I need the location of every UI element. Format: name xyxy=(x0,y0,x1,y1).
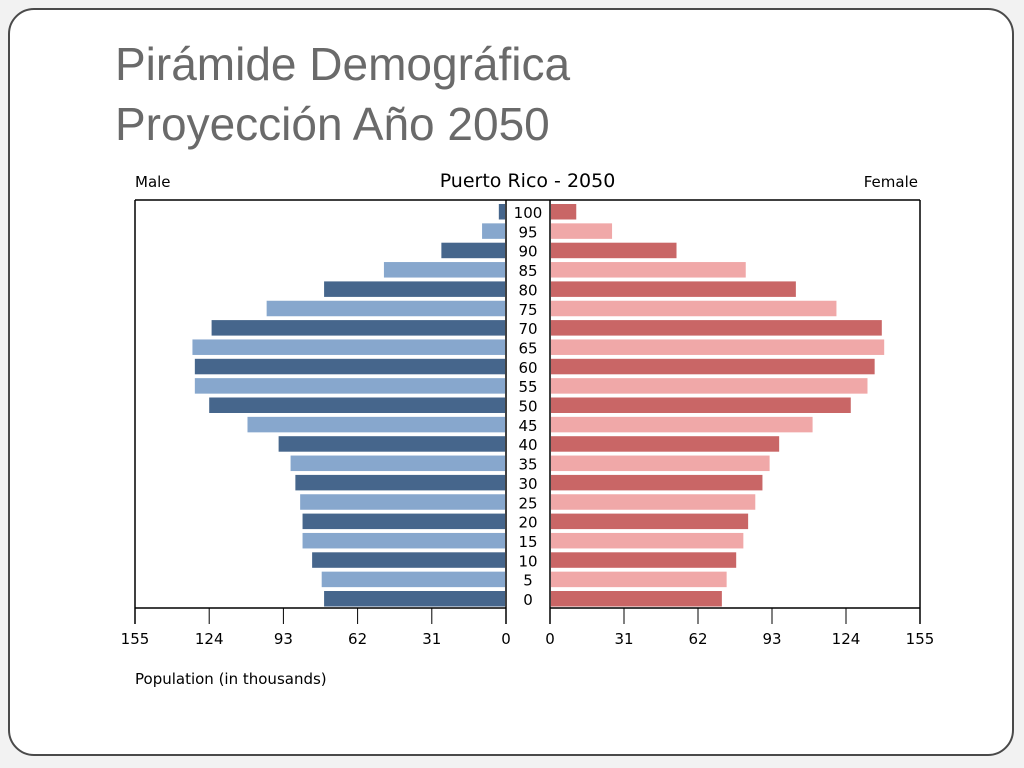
age-label-40: 40 xyxy=(518,436,537,454)
female-tick-label-31: 31 xyxy=(614,630,633,648)
male-bar-age-10 xyxy=(312,552,505,568)
age-label-30: 30 xyxy=(518,475,537,493)
female-bar-age-100 xyxy=(551,204,577,220)
age-label-20: 20 xyxy=(518,514,537,532)
female-bar-age-85 xyxy=(551,262,746,278)
female-bar-age-90 xyxy=(551,242,677,259)
male-bar-age-40 xyxy=(278,436,505,452)
male-bar-age-0 xyxy=(324,591,505,607)
slide-title-line-2: Proyección Año 2050 xyxy=(115,98,550,150)
female-bar-age-35 xyxy=(551,455,770,472)
age-label-100: 100 xyxy=(514,204,543,222)
female-bar-age-5 xyxy=(551,571,727,588)
age-label-50: 50 xyxy=(518,398,537,416)
female-tick-label-0: 0 xyxy=(545,630,555,648)
x-axis-label: Population (in thousands) xyxy=(135,670,327,688)
age-label-15: 15 xyxy=(518,533,537,551)
female-bar-age-60 xyxy=(551,358,875,375)
female-bar-age-15 xyxy=(551,532,744,549)
male-bar-age-80 xyxy=(324,281,505,297)
male-bar-age-95 xyxy=(482,223,505,239)
age-label-90: 90 xyxy=(518,243,537,261)
female-bar-age-0 xyxy=(551,591,722,607)
female-bar-age-25 xyxy=(551,494,756,510)
population-pyramid-chart: 0510152025303540455055606570758085909510… xyxy=(121,170,935,688)
male-bar-age-5 xyxy=(321,571,505,588)
male-bar-age-50 xyxy=(209,397,505,413)
age-label-65: 65 xyxy=(518,339,537,357)
female-bar-age-40 xyxy=(551,436,780,452)
female-tick-label-124: 124 xyxy=(832,630,861,648)
male-bar-age-90 xyxy=(441,242,505,259)
age-label-60: 60 xyxy=(518,359,537,377)
male-bar-age-35 xyxy=(290,455,505,472)
male-bar-age-30 xyxy=(295,474,505,491)
female-bar-age-20 xyxy=(551,513,749,530)
male-bar-age-100 xyxy=(498,204,505,220)
male-tick-label-155: 155 xyxy=(121,630,150,648)
female-bar-age-10 xyxy=(551,552,737,568)
female-bar-age-50 xyxy=(551,397,851,413)
age-label-25: 25 xyxy=(518,494,537,512)
age-label-70: 70 xyxy=(518,320,537,338)
slide-title-line-1: Pirámide Demográfica xyxy=(115,38,571,90)
male-tick-label-93: 93 xyxy=(274,630,293,648)
female-bar-age-30 xyxy=(551,474,763,491)
male-bar-age-45 xyxy=(247,416,506,433)
male-bar-age-25 xyxy=(300,494,505,510)
male-bar-age-55 xyxy=(194,378,505,394)
female-bar-age-70 xyxy=(551,320,882,336)
female-bar-age-80 xyxy=(551,281,796,297)
male-label: Male xyxy=(135,173,171,191)
male-tick-label-0: 0 xyxy=(501,630,511,648)
slide: Pirámide Demográfica Proyección Año 2050… xyxy=(8,8,1014,756)
age-label-5: 5 xyxy=(523,572,533,590)
age-label-85: 85 xyxy=(518,262,537,280)
male-bar-age-15 xyxy=(302,532,505,549)
female-bar-age-65 xyxy=(551,339,885,355)
age-label-55: 55 xyxy=(518,378,537,396)
age-label-0: 0 xyxy=(523,591,533,609)
female-tick-label-155: 155 xyxy=(906,630,935,648)
male-bar-age-65 xyxy=(192,339,505,355)
male-bar-age-20 xyxy=(302,513,505,530)
male-tick-label-124: 124 xyxy=(195,630,224,648)
female-label: Female xyxy=(864,173,918,191)
age-label-80: 80 xyxy=(518,281,537,299)
male-bar-age-85 xyxy=(383,262,505,278)
slide-title: Pirámide Demográfica Proyección Año 2050 xyxy=(115,34,570,154)
male-tick-label-31: 31 xyxy=(422,630,441,648)
female-tick-label-93: 93 xyxy=(762,630,781,648)
female-tick-label-62: 62 xyxy=(688,630,707,648)
chart-title: Puerto Rico - 2050 xyxy=(440,170,616,192)
age-label-45: 45 xyxy=(518,417,537,435)
age-label-75: 75 xyxy=(518,301,537,319)
age-label-95: 95 xyxy=(518,223,537,241)
female-bar-age-95 xyxy=(551,223,613,239)
female-bar-age-75 xyxy=(551,300,837,317)
female-bar-age-45 xyxy=(551,416,813,433)
male-bar-age-60 xyxy=(194,358,505,375)
male-bar-age-75 xyxy=(266,300,505,317)
age-label-10: 10 xyxy=(518,552,537,570)
age-label-35: 35 xyxy=(518,456,537,474)
male-bar-age-70 xyxy=(211,320,505,336)
male-tick-label-62: 62 xyxy=(348,630,367,648)
female-bar-age-55 xyxy=(551,378,868,394)
